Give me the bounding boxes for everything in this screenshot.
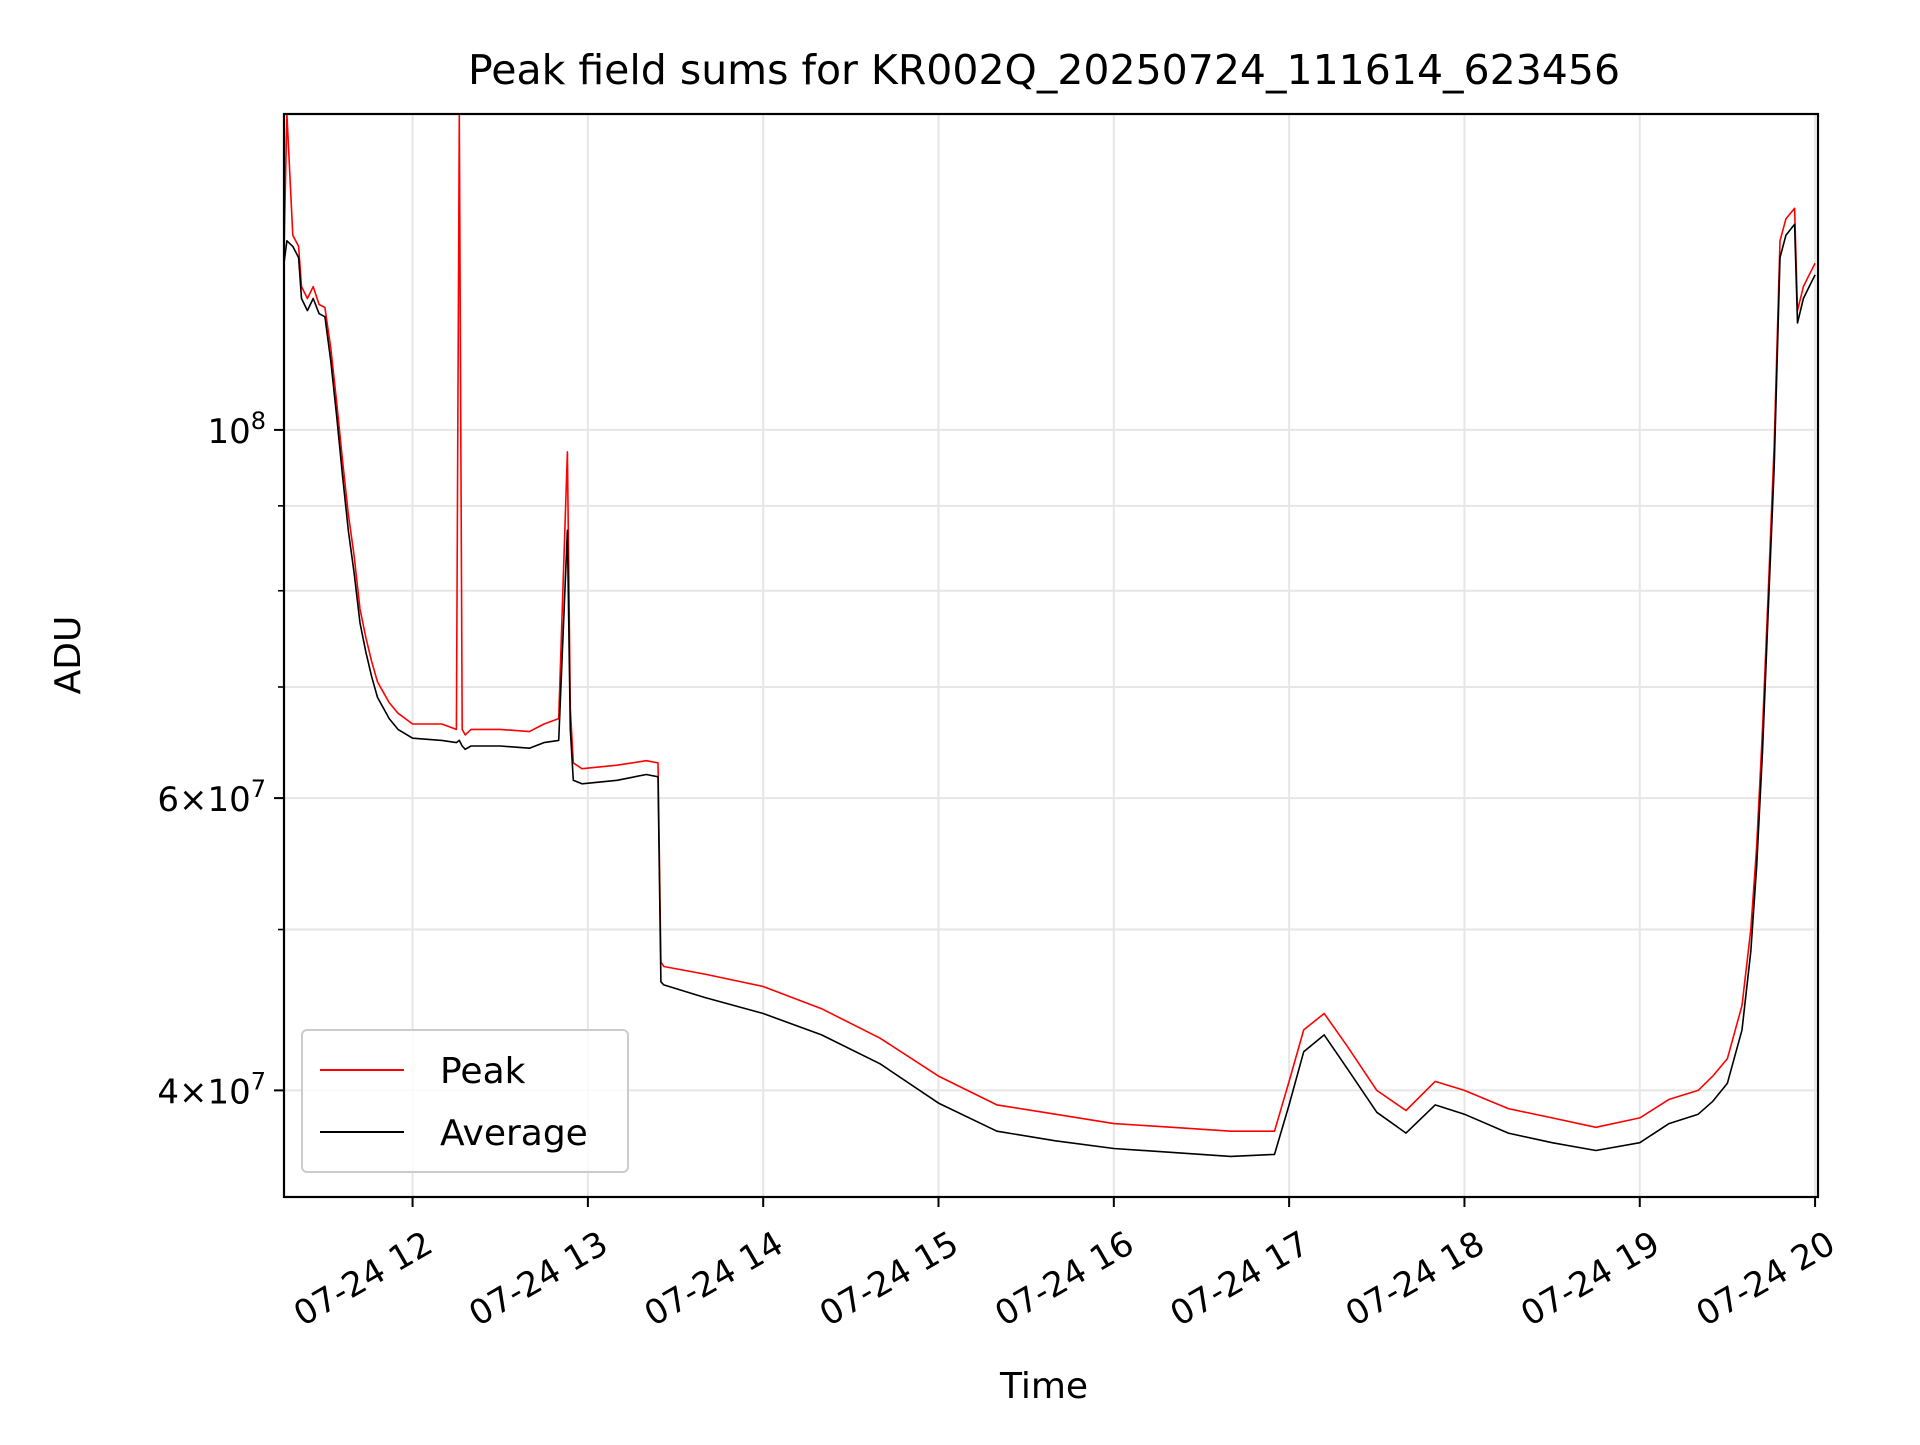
series-layer bbox=[283, 113, 1816, 1158]
y-axis-label: ADU bbox=[48, 616, 89, 695]
legend-label-peak: Peak bbox=[440, 1051, 526, 1092]
legend-label-average: Average bbox=[440, 1113, 588, 1154]
average-series-line bbox=[283, 223, 1816, 1158]
chart-title: Peak field sums for KR002Q_20250724_1116… bbox=[468, 46, 1620, 94]
grid-layer bbox=[284, 114, 1818, 1197]
y-tick-label: 4×107 bbox=[157, 1067, 266, 1112]
legend: Peak Average bbox=[301, 1029, 629, 1173]
y-tick-label: 6×107 bbox=[157, 775, 266, 820]
peak-series-line bbox=[283, 113, 1816, 1132]
x-axis-label: Time bbox=[999, 1366, 1088, 1407]
legend-box bbox=[301, 1029, 629, 1173]
y-tick-label: 108 bbox=[207, 407, 266, 452]
plot-frame bbox=[282, 112, 1820, 1199]
